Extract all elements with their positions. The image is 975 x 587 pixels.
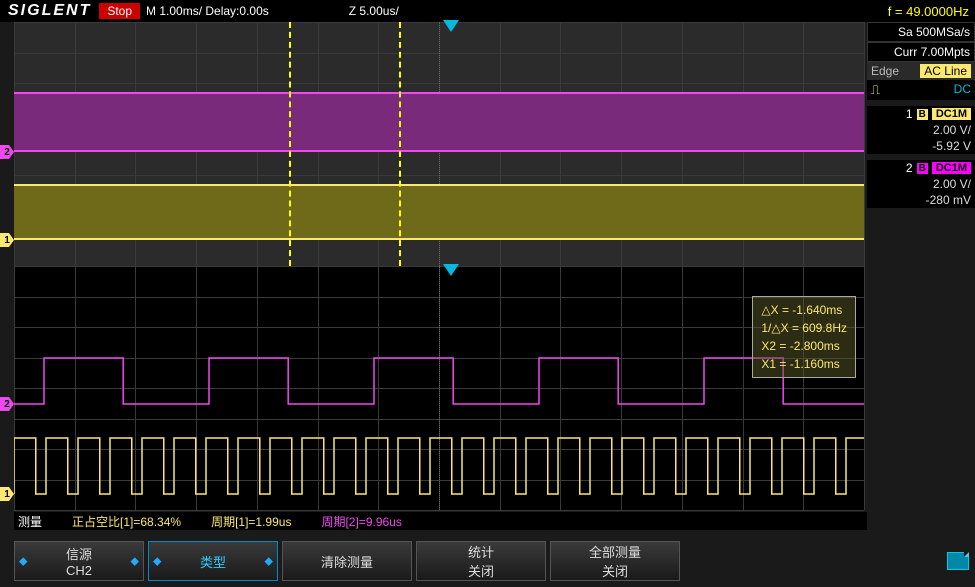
source-button-value: CH2 xyxy=(66,563,92,578)
ch2-vdiv: 2.00 V/ xyxy=(867,176,975,192)
measurement-2: 周期[1]=1.99us xyxy=(211,513,291,530)
ch2-trace-upper xyxy=(14,92,864,152)
ch1-ref-marker-zoom[interactable]: 1 xyxy=(0,487,14,501)
ch1-number: 1 xyxy=(906,107,913,121)
cursor-x2[interactable] xyxy=(399,22,401,266)
clear-meas-button[interactable]: 清除测量 xyxy=(282,541,412,581)
ch2-trace-zoom xyxy=(14,358,864,404)
cursor-delta-x: △X = -1.640ms xyxy=(761,301,847,319)
right-sidebar: Sa 500MSa/s Curr 7.00Mpts Edge AC Line ⎍… xyxy=(867,22,975,208)
type-button[interactable]: ◆◆ 类型 xyxy=(148,541,278,581)
timebase-readout: M 1.00ms/ Delay:0.00s xyxy=(146,4,269,18)
cursor-readout-box: △X = -1.640ms 1/△X = 609.8Hz X2 = -2.800… xyxy=(752,296,856,378)
rising-edge-icon: ⎍ xyxy=(871,82,880,98)
measurement-3: 周期[2]=9.96us xyxy=(321,513,401,530)
sample-rate: Sa 500MSa/s xyxy=(867,22,975,42)
source-button[interactable]: ◆◆ 信源 CH2 xyxy=(14,541,144,581)
statistics-value: 关闭 xyxy=(468,561,494,580)
ch1-info[interactable]: 1 B DC1M 2.00 V/ -5.92 V xyxy=(867,106,975,154)
ch1-bw-icon: B xyxy=(917,109,928,120)
top-bar: SIGLENT Stop M 1.00ms/ Delay:0.00s Z 5.0… xyxy=(0,0,975,22)
ch2-ref-marker-upper[interactable]: 2 xyxy=(0,145,14,159)
source-button-label: 信源 xyxy=(66,544,92,563)
statistics-label: 统计 xyxy=(468,542,494,561)
memory-depth: Curr 7.00Mpts xyxy=(867,42,975,62)
measurement-label: 测量 xyxy=(18,513,42,530)
run-stop-indicator[interactable]: Stop xyxy=(99,3,140,19)
ch1-offset: -5.92 V xyxy=(867,138,975,154)
type-button-label: 类型 xyxy=(200,552,226,571)
trigger-coupling: DC xyxy=(954,82,971,98)
ch2-offset: -280 mV xyxy=(867,192,975,208)
ch2-info[interactable]: 2 B DC1M 2.00 V/ -280 mV xyxy=(867,160,975,208)
ch2-ref-marker-zoom[interactable]: 2 xyxy=(0,397,14,411)
measurement-1: 正占空比[1]=68.34% xyxy=(72,513,181,530)
cursor-x1: X1 = -1.160ms xyxy=(761,355,847,373)
ch1-ref-marker-upper[interactable]: 1 xyxy=(0,233,14,247)
trigger-mode-label: Edge xyxy=(871,64,899,78)
zoom-waveform-panel[interactable]: △X = -1.640ms 1/△X = 609.8Hz X2 = -2.800… xyxy=(14,266,864,510)
ch1-trace-upper xyxy=(14,184,864,240)
all-meas-value: 关闭 xyxy=(602,561,628,580)
ch1-trace-zoom xyxy=(14,438,864,494)
trigger-source: AC Line xyxy=(920,64,971,78)
trigger-coupling-row[interactable]: ⎍ DC xyxy=(867,80,975,100)
cursor-inv-delta-x: 1/△X = 609.8Hz xyxy=(761,319,847,337)
all-meas-label: 全部测量 xyxy=(589,542,641,561)
all-meas-button[interactable]: 全部测量 关闭 xyxy=(550,541,680,581)
trigger-position-marker[interactable] xyxy=(443,20,459,32)
main-waveform-panel[interactable]: 2 1 xyxy=(14,22,864,266)
clear-meas-label: 清除测量 xyxy=(321,552,373,571)
zoom-timebase-readout: Z 5.00us/ xyxy=(349,4,399,18)
waveform-area[interactable]: 2 1 △X = -1.640ms 1/△X = 609.8Hz X2 = -2… xyxy=(14,22,864,510)
trigger-mode[interactable]: Edge AC Line xyxy=(867,62,975,80)
ch1-coupling: DC1M xyxy=(932,108,971,120)
statistics-button[interactable]: 统计 关闭 xyxy=(416,541,546,581)
ch2-number: 2 xyxy=(906,161,913,175)
ch1-vdiv: 2.00 V/ xyxy=(867,122,975,138)
ch2-bw-icon: B xyxy=(917,163,928,174)
measurement-bar: 测量 正占空比[1]=68.34% 周期[1]=1.99us 周期[2]=9.9… xyxy=(14,512,867,530)
save-icon[interactable] xyxy=(947,552,969,570)
menu-button-bar: ◆◆ 信源 CH2 ◆◆ 类型 清除测量 统计 关闭 全部测量 关闭 xyxy=(14,541,969,581)
cursor-x1[interactable] xyxy=(289,22,291,266)
frequency-counter: f = 49.0000Hz xyxy=(888,4,969,19)
brand-logo: SIGLENT xyxy=(0,2,99,20)
ch2-coupling: DC1M xyxy=(932,162,971,174)
cursor-x2: X2 = -2.800ms xyxy=(761,337,847,355)
